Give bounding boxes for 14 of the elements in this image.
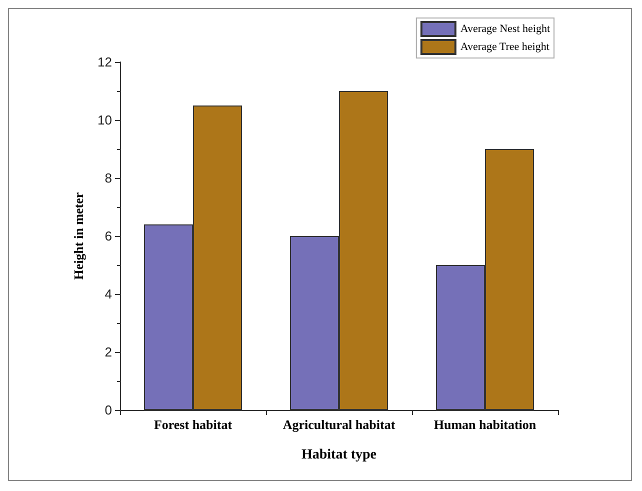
x-tick-label: Agricultural habitat	[282, 417, 396, 432]
x-tick-label: Forest habitat	[154, 417, 233, 432]
y-tick-label: 12	[98, 54, 112, 70]
x-tick-label: Human habitation	[434, 417, 537, 432]
y-tick-label: 8	[104, 170, 112, 186]
y-tick-label: 4	[104, 286, 112, 302]
y-tick-label: 10	[98, 112, 112, 128]
legend-label: Average Tree height	[460, 41, 550, 53]
y-tick-label: 6	[104, 228, 112, 244]
y-tick-label: 2	[104, 344, 112, 360]
y-axis-title: Height in meter	[71, 192, 86, 280]
x-axis-title: Habitat type	[301, 448, 377, 462]
y-tick-label: 0	[104, 402, 112, 418]
legend-label: Average Nest height	[460, 23, 550, 35]
